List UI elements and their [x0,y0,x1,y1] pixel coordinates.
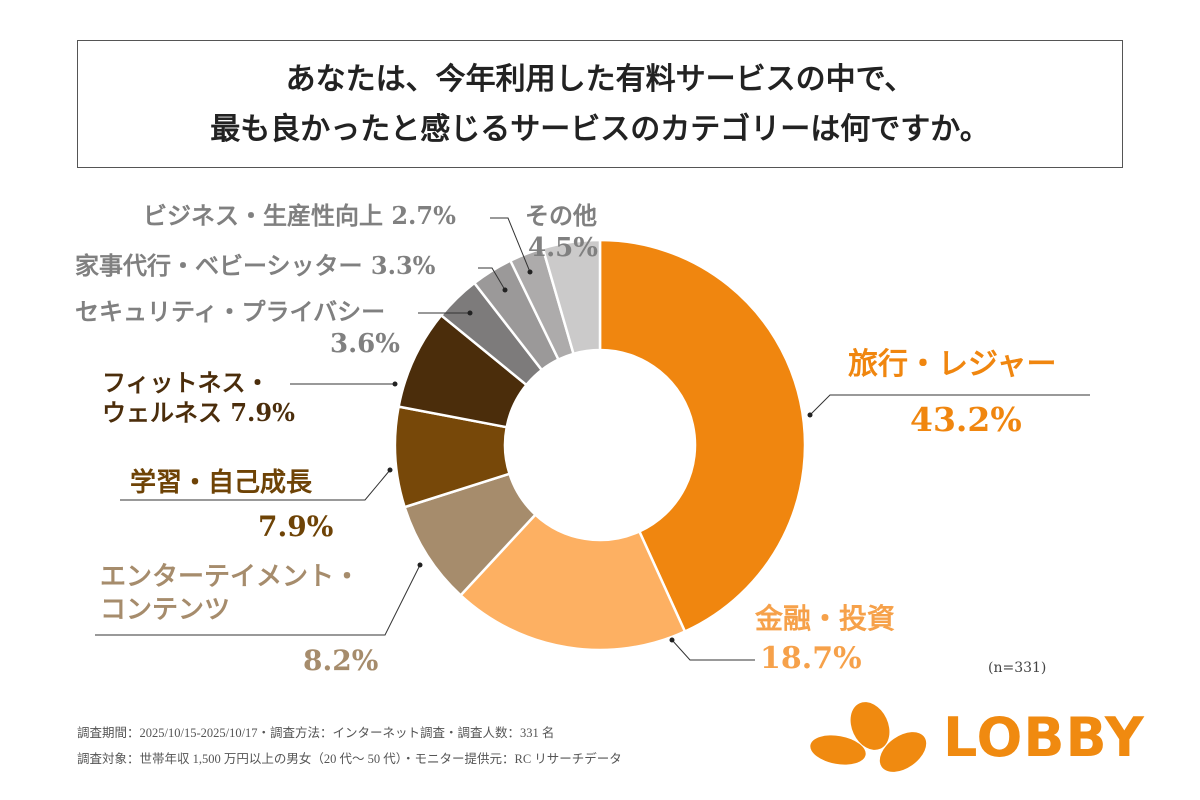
sample-size: (n=331) [988,660,1047,676]
leader-dot-0 [807,412,813,418]
leader-line-0 [809,394,1090,416]
value-fitness: 7.9% [230,398,295,427]
leader-line-7 [490,217,531,273]
label-entertainment-2: コンテンツ [100,595,231,625]
title-line-1: あなたは、今年利用した有料サービスの中で、 [285,62,915,97]
label-finance: 金融・投資 [755,602,896,635]
leader-dot-6 [502,287,508,293]
leader-dot-1 [669,637,675,643]
leader-dot-3 [387,467,393,473]
value-finance: 18.7% [760,641,862,676]
value-other: 4.5% [528,233,598,263]
label-learning: 学習・自己成長 [130,468,313,498]
leader-line-3 [120,469,391,501]
footer-line-2: 調査対象：世帯年収 1,500 万円以上の男女（20 代〜 50 代）・モニター… [77,752,622,766]
label-fitness-1: フィットネス・ [102,368,270,397]
slice-8 [541,238,602,356]
footer-line-1: 調査期間：2025/10/15-2025/10/17・調査方法：インターネット調… [77,726,555,740]
value-entertainment: 8.2% [303,644,379,677]
leader-dot-2 [417,562,423,568]
logo-text: LOBBY [943,706,1145,769]
value-travel: 43.2% [910,400,1022,439]
value-learning: 7.9% [258,510,334,543]
label-entertainment-1: エンターテイメント・ [100,562,361,592]
leader-dot-4 [392,381,398,387]
label-housework-text: 家事代行・ベビーシッター [75,251,363,280]
label-security: セキュリティ・プライバシー [75,297,386,326]
label-other: その他 [525,201,597,230]
slice-0 [598,238,807,634]
title-line-2: 最も良かったと感じるサービスのカテゴリーは何ですか。 [210,112,990,147]
logo-petals-icon [810,702,927,772]
label-housework: 家事代行・ベビーシッター 3.3% [75,251,436,280]
label-travel: 旅行・レジャー [848,347,1057,382]
leader-dot-5 [467,310,473,316]
leader-line-2 [95,564,421,636]
label-fitness-2-text: ウェルネス [102,398,222,427]
question-title-box: あなたは、今年利用した有料サービスの中で、 最も良かったと感じるサービスのカテゴ… [77,40,1123,168]
value-business: 2.7% [391,201,456,230]
label-business: ビジネス・生産性向上 2.7% [143,201,456,230]
value-housework: 3.3% [370,251,436,280]
leader-line-1 [671,639,755,661]
lobby-logo: LOBBY [808,700,1144,780]
slice-1 [458,512,687,652]
value-security: 3.6% [330,329,400,359]
label-fitness-2: ウェルネス 7.9% [102,398,295,427]
leader-line-6 [478,267,506,291]
leader-dot-7 [527,269,533,275]
label-business-text: ビジネス・生産性向上 [143,201,383,230]
